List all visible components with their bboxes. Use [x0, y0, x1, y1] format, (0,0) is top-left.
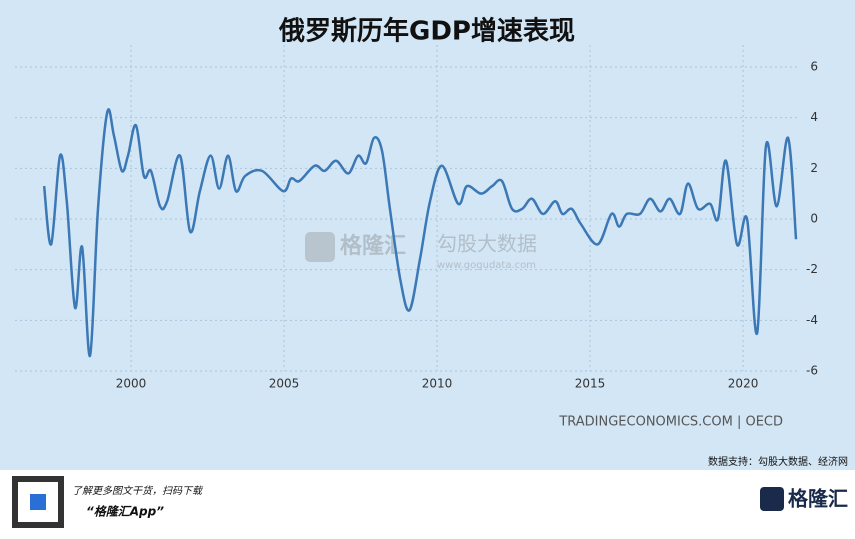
watermark: 格隆汇 勾股大数据 www.gogudata.com — [305, 232, 537, 271]
qr-logo — [30, 494, 46, 510]
footer-bg — [0, 470, 855, 539]
x-tick-label: 2005 — [269, 377, 300, 391]
x-tick-label: 2015 — [575, 377, 606, 391]
x-tick-label: 2020 — [728, 377, 759, 391]
y-tick-label: 0 — [810, 212, 818, 226]
y-tick-label: 4 — [810, 110, 818, 124]
logo-icon — [760, 487, 784, 511]
x-tick-label: 2010 — [422, 377, 453, 391]
footer-logo: 格隆汇 — [788, 487, 848, 511]
y-tick-label: -2 — [806, 262, 818, 276]
watermark-icon — [305, 232, 335, 262]
y-tick-label: -6 — [806, 364, 818, 378]
y-tick-label: -4 — [806, 313, 818, 327]
y-tick-label: 6 — [810, 60, 818, 74]
y-tick-label: 2 — [810, 161, 818, 175]
chart-title: 俄罗斯历年GDP增速表现 — [278, 16, 575, 47]
footer-app: “格隆汇App” — [86, 505, 164, 519]
background — [0, 0, 855, 470]
watermark-partner: 勾股大数据 — [437, 232, 537, 256]
line — [42, 108, 798, 358]
data-support: 数据支持：勾股大数据、经济网 — [708, 455, 848, 468]
x-tick-label: 2000 — [116, 377, 147, 391]
source: TRADINGECONOMICS.COM | OECD — [558, 415, 783, 430]
watermark-url: www.gogudata.com — [437, 260, 536, 271]
footer-tagline: 了解更多图文干货，扫码下载 — [72, 485, 204, 497]
